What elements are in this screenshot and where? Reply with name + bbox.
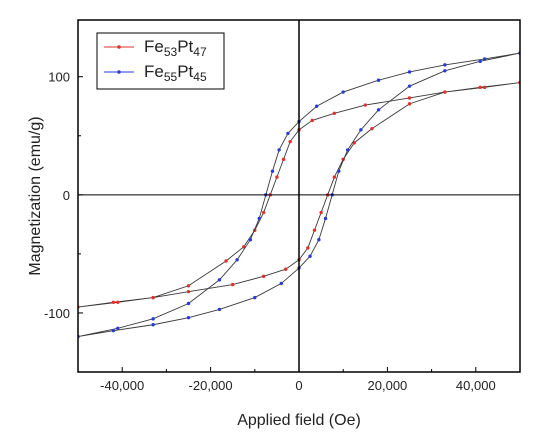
y-tick-label-2: 100	[48, 70, 70, 85]
legend-label-0: Fe53Pt47	[144, 37, 207, 59]
series-0-point-37	[482, 85, 487, 90]
legend-entry-1: Fe55Pt45	[104, 62, 207, 84]
legend-marker-1	[117, 70, 121, 74]
series-0-point-28	[275, 175, 279, 179]
series-0-point-20	[116, 300, 120, 305]
series-0-point-32	[310, 118, 314, 123]
series-1-point-7	[337, 169, 341, 173]
series-1-point-33	[341, 90, 345, 94]
series-0-point-7	[332, 175, 337, 179]
x-tick-label-3: 20,000	[368, 378, 408, 393]
series-1-point-18	[111, 328, 116, 333]
series-1-point-5	[359, 128, 363, 132]
x-tick-label-0: -40,000	[100, 378, 144, 393]
series-0-point-10	[312, 228, 317, 232]
legend-box	[96, 32, 225, 90]
series-1-point-4	[376, 108, 381, 112]
legend-label-1: Fe55Pt45	[144, 62, 207, 84]
series-layer	[78, 51, 520, 339]
x-tick-label-1: -20,000	[189, 378, 233, 393]
series-0-point-34	[363, 103, 367, 107]
series-1-point-35	[407, 70, 412, 74]
y-tick-label-1: 0	[63, 188, 70, 203]
series-0-point-33	[332, 111, 337, 116]
series-1-point-28	[270, 169, 275, 173]
series-line-1	[78, 52, 520, 338]
series-0-point-13	[284, 267, 288, 271]
series-0-point-3	[407, 102, 412, 106]
series-0-point-14	[261, 274, 266, 279]
series-0-point-15	[231, 282, 235, 287]
series-0-point-4	[370, 126, 374, 131]
x-axis-title: Applied field (Oe)	[237, 412, 361, 429]
series-0-point-18	[111, 300, 116, 305]
series-0-point-30	[288, 139, 292, 144]
series-1-point-32	[314, 104, 319, 108]
series-1-point-34	[376, 78, 381, 82]
series-1-point-3	[407, 84, 412, 88]
series-1-point-13	[279, 281, 284, 286]
series-1-point-36	[443, 63, 447, 67]
x-tick-label-2: 0	[295, 378, 302, 393]
legend-entry-0: Fe53Pt47	[104, 37, 207, 59]
x-tick-label-4: 40,000	[456, 378, 496, 393]
series-0-point-1	[478, 85, 482, 90]
series-0-point-11	[306, 246, 310, 250]
series-0-point-16	[186, 289, 191, 294]
series-0-point-35	[407, 96, 412, 100]
series-0-point-29	[281, 157, 286, 162]
series-1-point-30	[286, 131, 290, 136]
series-1-point-37	[482, 57, 487, 61]
series-1-point-9	[323, 216, 328, 221]
series-0-point-23	[224, 259, 228, 263]
series-1-point-1	[478, 59, 482, 64]
series-1-point-16	[186, 315, 191, 320]
series-0-point-9	[319, 210, 323, 215]
series-1-point-11	[308, 254, 312, 258]
series-0-point-36	[443, 90, 447, 94]
legend: Fe53Pt47 Fe55Pt45	[96, 32, 225, 90]
series-1-point-15	[217, 307, 222, 312]
series-0-point-21	[151, 295, 155, 300]
series-1-point-22	[186, 301, 191, 306]
legend-marker-0	[117, 45, 121, 49]
series-1-point-6	[345, 148, 350, 152]
series-0-point-26	[261, 210, 266, 215]
series-1-point-2	[443, 69, 447, 73]
series-1-point-21	[151, 317, 155, 321]
ticks-layer: -40,000 -20,000 0 20,000 40,000 -100 0 100	[44, 70, 521, 393]
series-line-0	[78, 82, 520, 308]
y-tick-label-0: -100	[44, 306, 70, 321]
series-1-point-14	[253, 295, 257, 300]
series-1-point-17	[151, 323, 155, 327]
series-1-point-10	[317, 238, 321, 242]
series-0-point-5	[352, 141, 356, 145]
series-1-point-24	[235, 258, 239, 262]
series-1-point-20	[116, 326, 120, 330]
series-1-point-26	[257, 216, 261, 221]
series-1-point-29	[277, 148, 281, 152]
y-axis-title: Magnetization (emu/g)	[27, 116, 44, 275]
series-1-point-25	[248, 238, 253, 242]
series-1-point-23	[217, 278, 222, 282]
series-0-point-22	[186, 284, 191, 288]
